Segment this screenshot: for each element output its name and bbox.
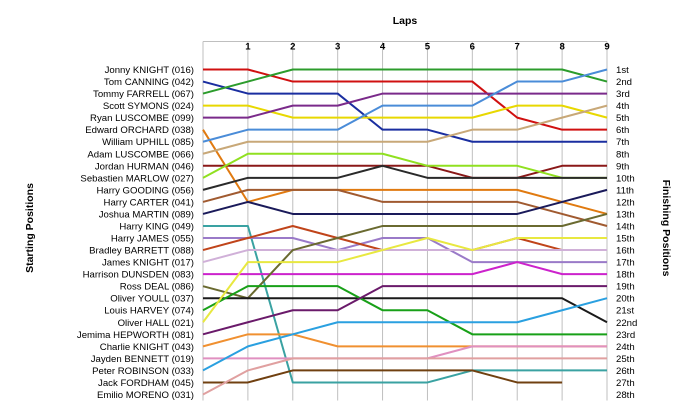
- finishing-position-label: 22nd: [616, 318, 637, 329]
- series-line: [203, 369, 563, 384]
- series-line: [202, 297, 608, 372]
- starting-position-label: Harrison DUNSDEN (083): [83, 270, 194, 281]
- starting-position-label: Sebastien MARLOW (027): [80, 173, 194, 184]
- series-line: [203, 92, 607, 119]
- finishing-position-label: 26th: [616, 366, 635, 377]
- finishing-position-label: 6th: [616, 125, 629, 136]
- series-line: [203, 345, 607, 360]
- lap-tick-label: 4: [380, 42, 386, 53]
- starting-position-label: Harry GOODING (056): [96, 185, 194, 196]
- finishing-position-label: 19th: [616, 282, 635, 293]
- finishing-position-label: 17th: [616, 258, 635, 269]
- finishing-position-label: 8th: [616, 149, 629, 160]
- starting-position-label: Jonny KNIGHT (016): [105, 65, 194, 76]
- series-line: [202, 285, 607, 336]
- series-line: [202, 249, 607, 264]
- finishing-position-label: 16th: [616, 246, 635, 257]
- series-line: [202, 357, 607, 396]
- finishing-position-label: 15th: [616, 234, 635, 245]
- starting-position-label: Edward ORCHARD (038): [85, 125, 194, 136]
- finishing-position-label: 2nd: [616, 77, 632, 88]
- finishing-position-label: 25th: [616, 354, 635, 365]
- starting-position-label: Charlie KNIGHT (043): [100, 342, 194, 353]
- starting-position-label: Harry CARTER (041): [104, 197, 194, 208]
- series-line: [202, 68, 608, 95]
- series-line: [202, 68, 608, 143]
- starting-position-label: Jordan HURMAN (046): [95, 161, 194, 172]
- finishing-position-label: 13th: [616, 209, 635, 220]
- series-line: [203, 104, 608, 119]
- finishing-position-label: 9th: [616, 161, 629, 172]
- finishing-position-label: 5th: [616, 113, 629, 124]
- starting-position-label: Scott SYMONS (024): [103, 101, 194, 112]
- x-axis-title: Laps: [393, 15, 418, 27]
- series-lines: [202, 68, 608, 396]
- series-line: [202, 237, 607, 323]
- series-line: [202, 212, 608, 300]
- y-axis-title-left: Starting Positions: [24, 183, 36, 273]
- series-line: [202, 152, 607, 179]
- finishing-position-label: 18th: [616, 270, 635, 281]
- lap-tick-label: 8: [559, 42, 565, 53]
- series-line: [203, 237, 607, 264]
- series-line: [203, 68, 607, 131]
- y-axis-title-right: Finishing Positions: [660, 180, 672, 277]
- series-line: [203, 261, 607, 276]
- starting-position-label: Adam LUSCOMBE (066): [87, 149, 194, 160]
- series-line: [203, 297, 608, 324]
- starting-position-label: Ross DEAL (086): [120, 282, 194, 293]
- series-line: [202, 333, 607, 348]
- finishing-position-label: 21st: [616, 306, 634, 317]
- starting-position-label: Emilio MORENO (031): [97, 390, 194, 401]
- starting-position-label: Jack FORDHAM (045): [98, 378, 194, 389]
- finishing-position-label: 20th: [616, 294, 635, 305]
- starting-position-label: Jemima HEPWORTH (081): [77, 330, 194, 341]
- finishing-position-label: 1st: [616, 65, 629, 76]
- lap-tick-label: 2: [290, 42, 295, 53]
- series-line: [202, 104, 608, 155]
- finishing-position-label: 14th: [616, 221, 635, 232]
- lap-tick-label: 9: [604, 42, 609, 53]
- series-line: [202, 129, 608, 215]
- grid: [202, 41, 608, 401]
- finishing-position-label: 12th: [616, 197, 635, 208]
- starting-position-label: Oliver YOULL (037): [110, 294, 194, 305]
- finishing-position-label: 27th: [616, 378, 635, 389]
- starting-position-label: William UPHILL (085): [102, 137, 194, 148]
- starting-position-label: James KNIGHT (017): [102, 258, 194, 269]
- finishing-position-label: 4th: [616, 101, 629, 112]
- labels: 1 2 3 4 5 6 7 8 9 1st2nd3rd4th5th6th7th8th9th10th…: [77, 42, 637, 402]
- starting-position-label: Harry JAMES (055): [111, 234, 194, 245]
- starting-position-label: Joshua MARTIN (089): [99, 209, 194, 220]
- finishing-position-label: 28th: [616, 390, 635, 401]
- finishing-position-label: 24th: [616, 342, 635, 353]
- lap-tick-label: 7: [515, 42, 520, 53]
- finishing-position-label: 10th: [616, 173, 635, 184]
- starting-position-label: Tommy FARRELL (067): [93, 89, 194, 100]
- lap-tick-label: 1: [245, 42, 251, 53]
- starting-position-label: Jayden BENNETT (019): [91, 354, 194, 365]
- finishing-position-label: 3rd: [616, 89, 630, 100]
- series-line: [202, 188, 608, 227]
- starting-position-label: Louis HARVEY (074): [104, 306, 194, 317]
- series-line: [202, 285, 607, 336]
- starting-position-label: Bradley BARRETT (088): [89, 246, 194, 257]
- series-line: [202, 188, 608, 215]
- finishing-position-label: 7th: [616, 137, 629, 148]
- series-line: [203, 224, 607, 384]
- lap-tick-label: 5: [425, 42, 431, 53]
- lap-tick-label: 6: [470, 42, 475, 53]
- starting-position-label: Peter ROBINSON (033): [92, 366, 194, 377]
- starting-position-label: Ryan LUSCOMBE (099): [90, 113, 194, 124]
- series-line: [202, 80, 607, 143]
- starting-position-label: Tom CANNING (042): [104, 77, 194, 88]
- starting-position-label: Oliver HALL (021): [118, 318, 194, 329]
- finishing-position-label: 11th: [616, 185, 634, 196]
- lap-tick-label: 3: [335, 42, 340, 53]
- starting-position-label: Harry KING (049): [119, 221, 194, 232]
- finishing-position-label: 23rd: [616, 330, 635, 341]
- series-line: [202, 164, 607, 191]
